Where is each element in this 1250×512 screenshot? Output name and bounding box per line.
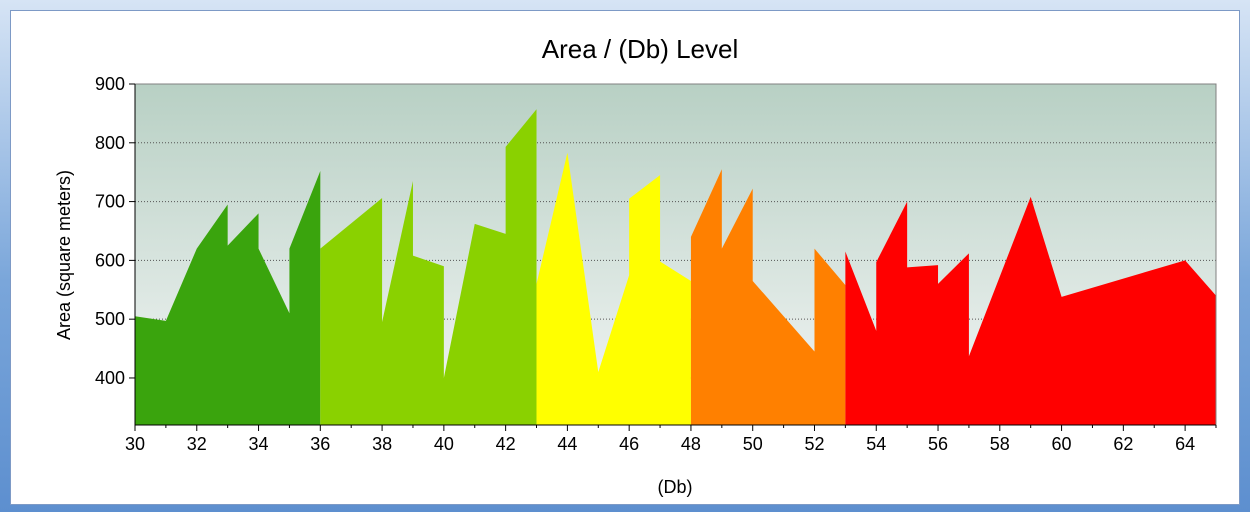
y-tick-label: 900 [95,74,125,94]
area-band [135,171,321,425]
axes [134,83,1217,426]
y-tick-label: 800 [95,133,125,153]
x-axis-label: (Db) [658,477,693,497]
y-tick-label: 700 [95,192,125,212]
y-tick-label: 600 [95,250,125,270]
x-tick-label: 38 [372,434,392,454]
x-tick-label: 54 [866,434,886,454]
x-tick-label: 52 [804,434,824,454]
x-axis-ticks: 30 32 34 36 38 40 42 44 46 48 50 52 54 56 58 60 62 64 [125,425,1217,454]
chart-title: Area / (Db) Level [542,34,739,64]
x-tick-label: 32 [187,434,207,454]
x-tick-label: 62 [1113,434,1133,454]
x-tick-label: 30 [125,434,145,454]
y-axis-ticks: 400 500 600 700 800 900 [95,74,135,388]
x-tick-label: 34 [249,434,269,454]
x-tick-label: 44 [557,434,577,454]
x-tick-label: 40 [434,434,454,454]
x-tick-label: 48 [681,434,701,454]
area-band [536,152,691,425]
x-tick-label: 56 [928,434,948,454]
area-band [845,196,1216,425]
x-tick-label: 50 [743,434,763,454]
y-axis-label: Area (square meters) [54,170,74,340]
x-tick-label: 42 [496,434,516,454]
area-band [320,109,537,425]
x-tick-label: 60 [1052,434,1072,454]
series-area [135,109,1216,425]
x-tick-label: 36 [310,434,330,454]
y-tick-label: 500 [95,309,125,329]
x-tick-label: 64 [1175,434,1195,454]
x-tick-label: 46 [619,434,639,454]
y-tick-label: 400 [95,368,125,388]
area-band [690,169,846,425]
x-tick-label: 58 [990,434,1010,454]
